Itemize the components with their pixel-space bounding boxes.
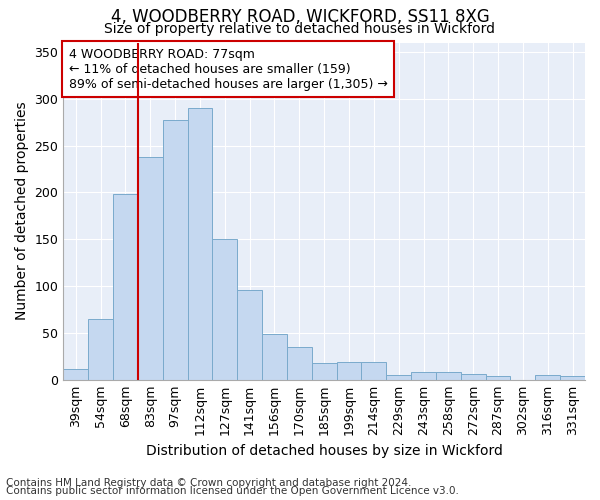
Bar <box>386 375 411 380</box>
Bar <box>138 157 163 380</box>
Bar <box>411 372 436 380</box>
Bar <box>212 240 237 380</box>
Bar <box>262 334 287 380</box>
Bar <box>188 108 212 380</box>
Text: 4, WOODBERRY ROAD, WICKFORD, SS11 8XG: 4, WOODBERRY ROAD, WICKFORD, SS11 8XG <box>110 8 490 26</box>
Text: Contains HM Land Registry data © Crown copyright and database right 2024.: Contains HM Land Registry data © Crown c… <box>6 478 412 488</box>
X-axis label: Distribution of detached houses by size in Wickford: Distribution of detached houses by size … <box>146 444 503 458</box>
Bar <box>163 120 188 380</box>
Bar <box>237 290 262 380</box>
Bar <box>312 363 337 380</box>
Text: Contains public sector information licensed under the Open Government Licence v3: Contains public sector information licen… <box>6 486 459 496</box>
Bar <box>560 376 585 380</box>
Bar <box>113 194 138 380</box>
Bar <box>535 375 560 380</box>
Bar <box>287 347 312 380</box>
Bar <box>337 362 361 380</box>
Text: Size of property relative to detached houses in Wickford: Size of property relative to detached ho… <box>104 22 496 36</box>
Bar <box>63 368 88 380</box>
Bar <box>461 374 485 380</box>
Text: 4 WOODBERRY ROAD: 77sqm
← 11% of detached houses are smaller (159)
89% of semi-d: 4 WOODBERRY ROAD: 77sqm ← 11% of detache… <box>68 48 388 90</box>
Bar <box>361 362 386 380</box>
Y-axis label: Number of detached properties: Number of detached properties <box>15 102 29 320</box>
Bar <box>436 372 461 380</box>
Bar <box>485 376 511 380</box>
Bar <box>88 319 113 380</box>
